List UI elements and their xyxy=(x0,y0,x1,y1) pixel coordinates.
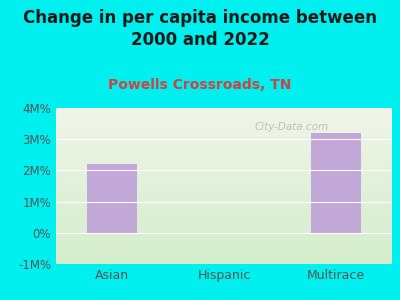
Bar xyxy=(87,164,137,233)
Text: Change in per capita income between
2000 and 2022: Change in per capita income between 2000… xyxy=(23,9,377,49)
Text: City-Data.com: City-Data.com xyxy=(254,122,328,132)
Text: Powells Crossroads, TN: Powells Crossroads, TN xyxy=(108,78,292,92)
Bar xyxy=(311,133,361,233)
